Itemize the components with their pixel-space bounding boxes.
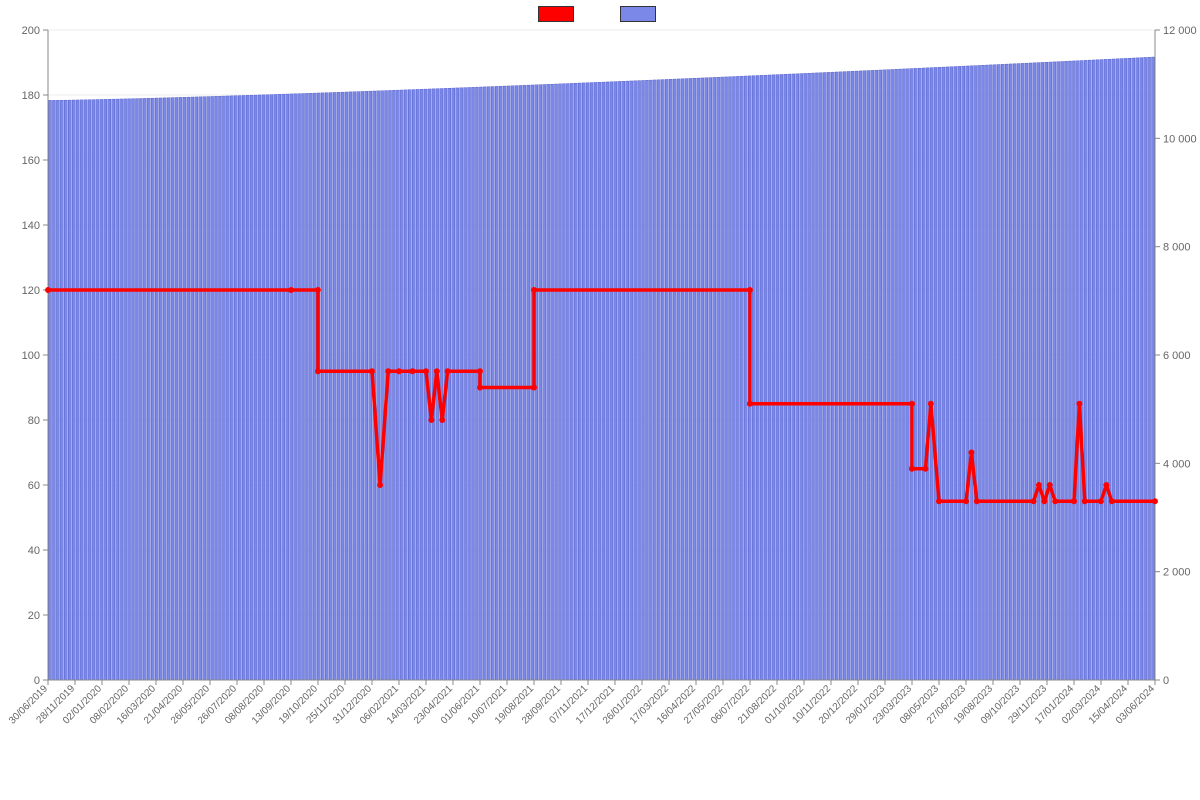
svg-text:0: 0 <box>1163 675 1169 687</box>
line-marker <box>45 287 51 293</box>
line-marker <box>531 287 537 293</box>
line-marker <box>1103 482 1109 488</box>
line-marker <box>434 368 440 374</box>
line-marker <box>288 287 294 293</box>
line-marker <box>1098 498 1104 504</box>
line-marker <box>315 287 321 293</box>
svg-text:60: 60 <box>28 480 40 492</box>
line-marker <box>974 498 980 504</box>
line-marker <box>1076 401 1082 407</box>
legend-item-bar <box>620 6 662 22</box>
line-marker <box>369 368 375 374</box>
line-marker <box>531 385 537 391</box>
svg-text:200: 200 <box>22 25 40 37</box>
legend-item-line <box>538 6 580 22</box>
svg-text:4 000: 4 000 <box>1163 458 1191 470</box>
line-marker <box>909 466 915 472</box>
line-marker <box>396 368 402 374</box>
line-marker <box>1052 498 1058 504</box>
svg-text:100: 100 <box>22 350 40 362</box>
legend-swatch-bar <box>620 6 656 22</box>
chart-svg: 0 20 40 60 80 100 120 140 160 180 200 0 2 000 4 000 6 … <box>0 0 1200 800</box>
line-marker <box>909 401 915 407</box>
line-marker <box>377 482 383 488</box>
svg-text:8 000: 8 000 <box>1163 242 1191 254</box>
line-marker <box>477 385 483 391</box>
line-marker <box>923 466 929 472</box>
line-marker <box>936 498 942 504</box>
line-marker <box>423 368 429 374</box>
line-marker <box>1082 498 1088 504</box>
line-marker <box>445 368 451 374</box>
line-marker <box>928 401 934 407</box>
dual-axis-combo-chart: 0 20 40 60 80 100 120 140 160 180 200 0 2 000 4 000 6 … <box>0 0 1200 800</box>
line-marker <box>439 417 445 423</box>
line-marker <box>963 498 969 504</box>
legend <box>0 6 1200 22</box>
line-marker <box>1071 498 1077 504</box>
svg-text:2 000: 2 000 <box>1163 567 1191 579</box>
line-marker <box>1109 498 1115 504</box>
line-marker <box>410 368 416 374</box>
line-marker <box>1036 482 1042 488</box>
svg-text:140: 140 <box>22 220 40 232</box>
line-marker <box>428 417 434 423</box>
line-marker <box>968 450 974 456</box>
line-marker <box>1047 482 1053 488</box>
line-marker <box>385 368 391 374</box>
line-marker <box>1152 498 1158 504</box>
svg-text:120: 120 <box>22 285 40 297</box>
line-marker <box>1031 498 1037 504</box>
svg-text:180: 180 <box>22 90 40 102</box>
line-marker <box>1041 498 1047 504</box>
svg-text:10 000: 10 000 <box>1163 133 1197 145</box>
line-marker <box>747 401 753 407</box>
line-marker <box>477 368 483 374</box>
svg-text:160: 160 <box>22 155 40 167</box>
svg-text:20: 20 <box>28 610 40 622</box>
legend-swatch-line <box>538 6 574 22</box>
line-marker <box>315 368 321 374</box>
svg-text:12 000: 12 000 <box>1163 25 1197 37</box>
line-marker <box>747 287 753 293</box>
svg-text:40: 40 <box>28 545 40 557</box>
svg-text:80: 80 <box>28 415 40 427</box>
svg-text:0: 0 <box>34 675 40 687</box>
svg-text:6 000: 6 000 <box>1163 350 1191 362</box>
